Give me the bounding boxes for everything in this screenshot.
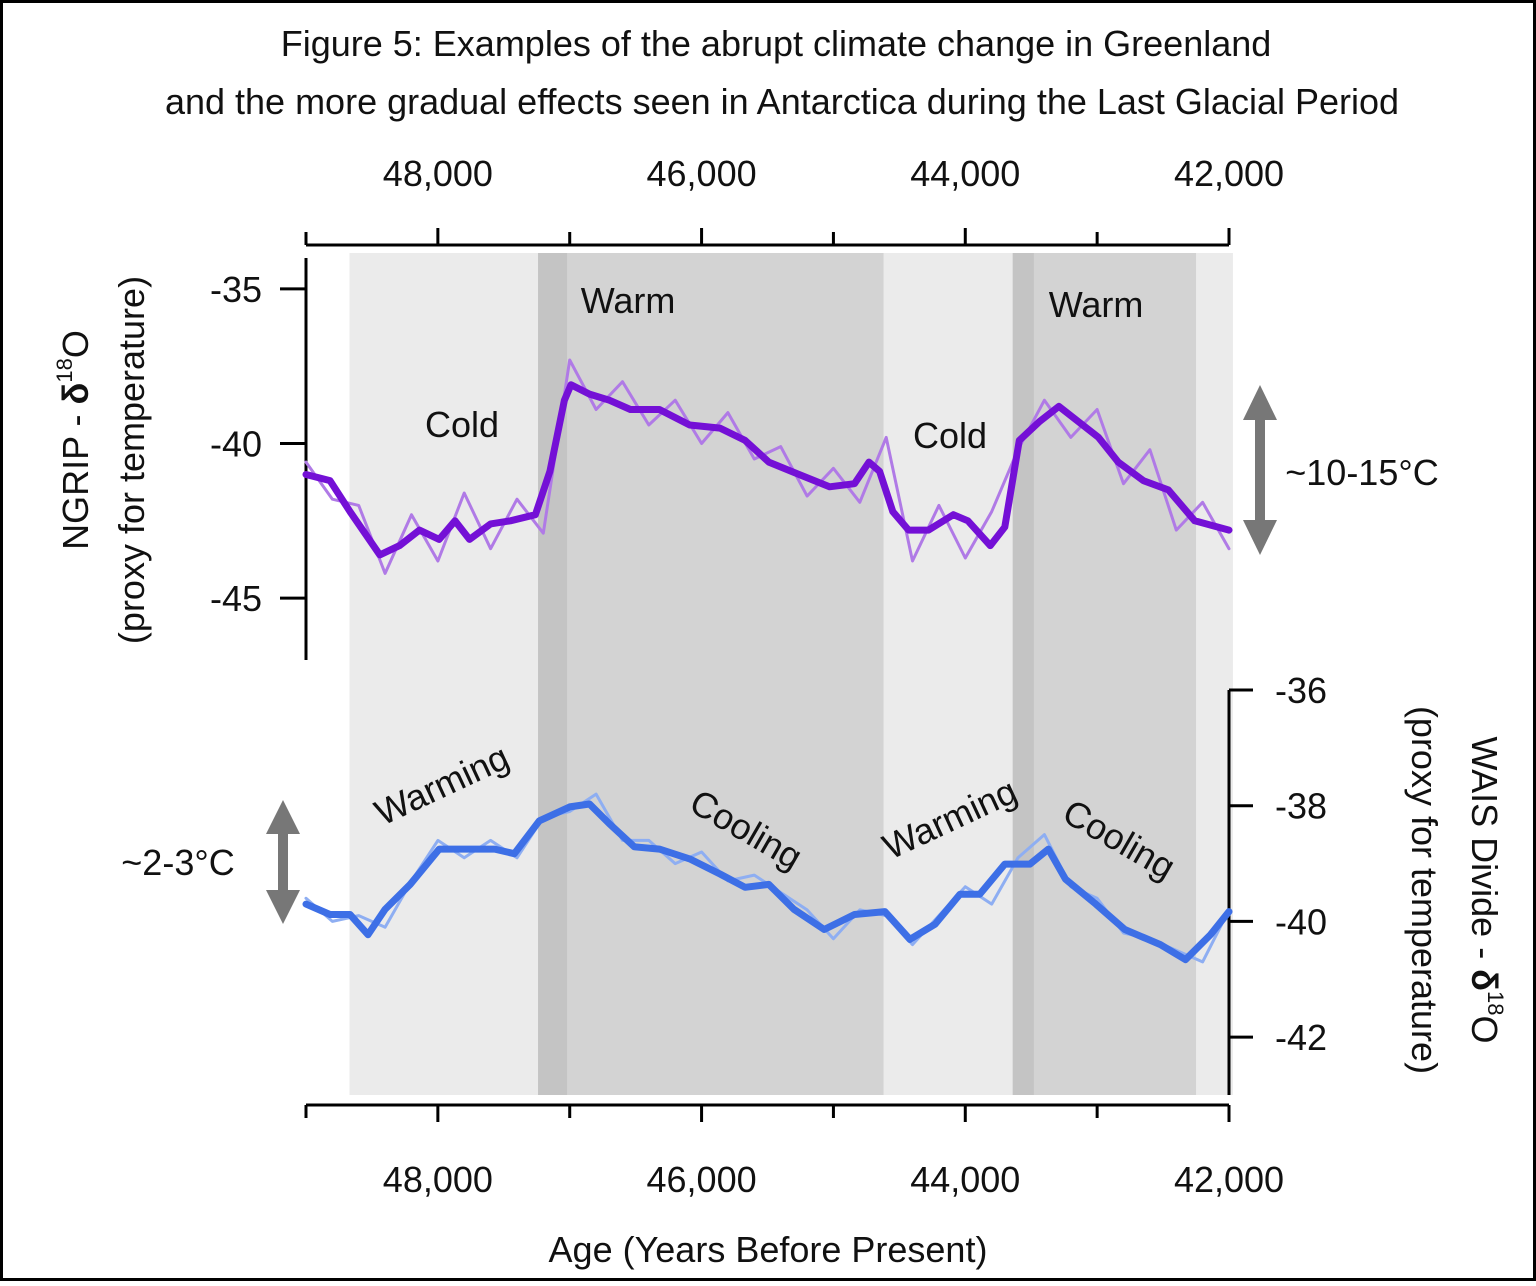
y-tick-label: -40	[210, 424, 262, 465]
y2-tick-label: -38	[1275, 786, 1327, 827]
shaded-period	[1012, 253, 1197, 1095]
x-tick-label: 48,000	[383, 153, 493, 194]
label-part: NGRIP -	[55, 404, 96, 549]
data-line	[302, 381, 1233, 559]
arrow-shaft	[278, 830, 288, 895]
y2-tick-label: -36	[1275, 670, 1327, 711]
shaded-period	[1012, 253, 1034, 1095]
label-part: 18	[1483, 991, 1508, 1015]
annotation: ~10-15°C	[1285, 452, 1439, 493]
x-tick-label: 42,000	[1174, 153, 1284, 194]
annotation: Cold	[913, 415, 987, 456]
range-arrow	[1243, 385, 1277, 555]
x-tick-label: 42,000	[1174, 1159, 1284, 1200]
x-tick-label: 46,000	[647, 1159, 757, 1200]
data-line	[302, 800, 1233, 964]
arrow-shaft	[1255, 415, 1265, 525]
y-axis-note: (proxy for temperature)	[111, 276, 152, 644]
arrow-head	[1243, 385, 1277, 420]
y2-tick-label: -42	[1275, 1017, 1327, 1058]
range-arrow	[266, 800, 300, 924]
x-tick-label: 44,000	[910, 1159, 1020, 1200]
chart-title: and the more gradual effects seen in Ant…	[165, 81, 1399, 122]
x-axis-label: Age (Years Before Present)	[549, 1229, 988, 1270]
y2-tick-label: -40	[1275, 901, 1327, 942]
shaded-period	[538, 253, 568, 1095]
annotation: Warm	[1049, 284, 1144, 325]
x-tick-label: 44,000	[910, 153, 1020, 194]
arrow-head	[1243, 520, 1277, 555]
annotation: Warm	[581, 280, 676, 321]
x-tick-label: 46,000	[647, 153, 757, 194]
data-line	[304, 358, 1231, 575]
arrow-head	[266, 800, 300, 834]
label-part: O	[55, 330, 96, 358]
y-axis-label: NGRIP - δ18O	[52, 330, 96, 550]
y2-axis-label: WAIS Divide - δ18O	[1464, 736, 1508, 1043]
label-part: δ	[55, 383, 96, 405]
annotation: ~2-3°C	[121, 842, 234, 883]
x-tick-label: 48,000	[383, 1159, 493, 1200]
annotation: Cold	[425, 404, 499, 445]
label-part: WAIS Divide -	[1464, 736, 1505, 969]
y-tick-label: -35	[210, 269, 262, 310]
label-part: δ	[1464, 969, 1505, 991]
shading-layer	[349, 253, 1233, 1095]
y2-axis-note: (proxy for temperature)	[1404, 706, 1445, 1074]
label-part: 18	[52, 358, 77, 382]
arrow-head	[266, 890, 300, 924]
chart-title: Figure 5: Examples of the abrupt climate…	[281, 23, 1272, 64]
y-tick-label: -45	[210, 578, 262, 619]
shaded-period	[538, 253, 884, 1095]
label-part: O	[1464, 1016, 1505, 1044]
